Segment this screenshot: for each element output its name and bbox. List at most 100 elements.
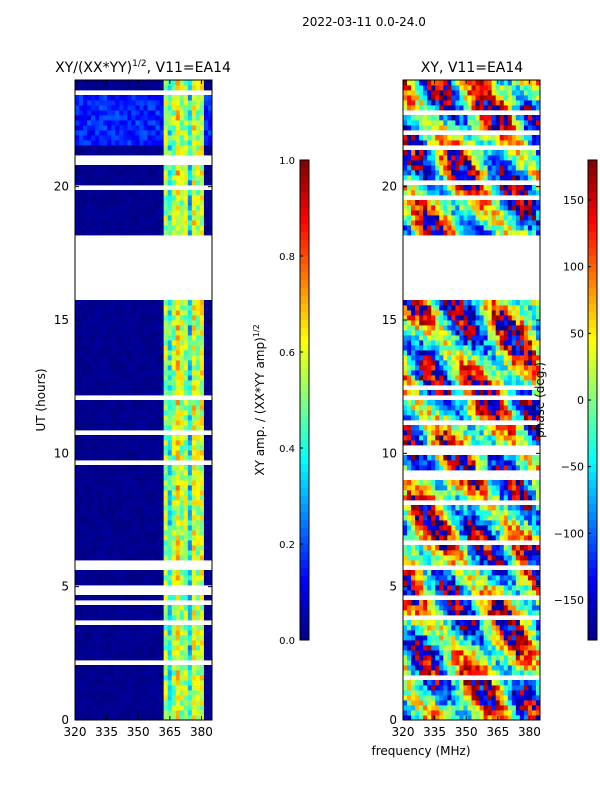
heatmap-cell bbox=[127, 475, 132, 481]
y-tick-label: 20 bbox=[54, 180, 69, 194]
heatmap-cell bbox=[475, 490, 480, 496]
heatmap-cell bbox=[95, 145, 100, 151]
heatmap-cell bbox=[111, 300, 116, 306]
heatmap-cell bbox=[455, 535, 460, 541]
heatmap-cell bbox=[143, 335, 148, 341]
heatmap-cell bbox=[107, 530, 112, 536]
heatmap-cell bbox=[175, 135, 181, 141]
heatmap-cell bbox=[475, 700, 480, 706]
heatmap-cell bbox=[107, 470, 112, 476]
heatmap-cell bbox=[203, 540, 209, 546]
heatmap-cell bbox=[175, 630, 181, 636]
heatmap-cell bbox=[455, 710, 460, 716]
heatmap-cell bbox=[99, 450, 104, 456]
heatmap-cell bbox=[487, 550, 493, 556]
heatmap-cell bbox=[131, 335, 136, 341]
heatmap-cell bbox=[491, 680, 497, 686]
heatmap-cell bbox=[187, 690, 193, 696]
heatmap-cell bbox=[111, 705, 116, 711]
heatmap-cell bbox=[203, 120, 209, 126]
heatmap-cell bbox=[143, 170, 148, 176]
heatmap-cell bbox=[451, 655, 456, 661]
heatmap-cell bbox=[91, 470, 96, 476]
heatmap-cell bbox=[127, 130, 132, 136]
heatmap-cell bbox=[507, 665, 513, 671]
heatmap-cell bbox=[443, 480, 448, 486]
heatmap-cell bbox=[475, 690, 480, 696]
heatmap-cell bbox=[135, 135, 140, 141]
heatmap-cell bbox=[475, 695, 480, 701]
heatmap-cell bbox=[187, 195, 193, 201]
heatmap-cell bbox=[171, 140, 177, 146]
heatmap-cell bbox=[135, 695, 140, 701]
heatmap-cell bbox=[175, 480, 181, 486]
heatmap-cell bbox=[91, 115, 96, 121]
heatmap-cell bbox=[175, 325, 181, 331]
heatmap-cell bbox=[79, 355, 84, 361]
heatmap-cell bbox=[119, 480, 124, 486]
heatmap-cell bbox=[99, 415, 104, 421]
heatmap-cell bbox=[195, 630, 201, 636]
heatmap-cell bbox=[87, 475, 92, 481]
heatmap-cell bbox=[79, 490, 84, 496]
heatmap-cell bbox=[91, 385, 96, 391]
amplitude-title: XY/(XX*YY)1/2, V11=EA14 bbox=[55, 59, 231, 76]
heatmap-cell bbox=[123, 630, 128, 636]
heatmap-cell bbox=[91, 210, 96, 216]
heatmap-cell bbox=[111, 390, 116, 396]
heatmap-cell bbox=[463, 635, 468, 641]
heatmap-cell bbox=[523, 705, 529, 711]
heatmap-cell bbox=[175, 545, 181, 551]
heatmap-cell bbox=[75, 195, 80, 201]
heatmap-cell bbox=[171, 300, 177, 306]
heatmap-cell bbox=[151, 700, 156, 706]
heatmap-cell bbox=[79, 595, 84, 601]
heatmap-cell bbox=[103, 335, 108, 341]
heatmap-cell bbox=[123, 500, 128, 506]
x-tick-label: 380 bbox=[190, 725, 213, 739]
heatmap-cell bbox=[171, 625, 177, 631]
heatmap-cell bbox=[487, 695, 493, 701]
heatmap-cell bbox=[87, 470, 92, 476]
heatmap-cell bbox=[419, 690, 424, 696]
heatmap-cell bbox=[451, 700, 456, 706]
heatmap-cell bbox=[419, 515, 424, 521]
heatmap-cell bbox=[427, 710, 432, 716]
heatmap-cell bbox=[115, 400, 120, 406]
heatmap-cell bbox=[131, 710, 136, 716]
heatmap-cell bbox=[171, 465, 177, 471]
heatmap-cell bbox=[155, 670, 161, 676]
heatmap-cell bbox=[167, 700, 173, 706]
heatmap-cell bbox=[519, 550, 525, 556]
heatmap-cell bbox=[139, 370, 144, 376]
heatmap-cell bbox=[467, 705, 472, 711]
heatmap-cell bbox=[179, 470, 185, 476]
heatmap-cell bbox=[411, 620, 416, 626]
heatmap-cell bbox=[131, 400, 136, 406]
heatmap-cell bbox=[203, 450, 209, 456]
heatmap-cell bbox=[199, 480, 205, 486]
heatmap-cell bbox=[135, 545, 140, 551]
heatmap-cell bbox=[207, 465, 212, 471]
heatmap-cell bbox=[475, 650, 480, 656]
heatmap-cell bbox=[199, 685, 205, 691]
heatmap-cell bbox=[163, 170, 169, 176]
heatmap-cell bbox=[179, 525, 185, 531]
heatmap-cell bbox=[139, 410, 144, 416]
heatmap-cell bbox=[99, 95, 104, 101]
heatmap-cell bbox=[455, 685, 460, 691]
heatmap-cell bbox=[495, 505, 501, 511]
heatmap-cell bbox=[195, 710, 201, 716]
heatmap-cell bbox=[87, 400, 92, 406]
heatmap-cell bbox=[407, 695, 412, 701]
heatmap-cell bbox=[527, 580, 533, 586]
heatmap-cell bbox=[439, 545, 444, 551]
heatmap-cell bbox=[171, 330, 177, 336]
heatmap-cell bbox=[75, 320, 80, 326]
heatmap-cell bbox=[487, 560, 493, 566]
heatmap-cell bbox=[179, 135, 185, 141]
heatmap-cell bbox=[123, 370, 128, 376]
heatmap-cell bbox=[83, 175, 88, 181]
heatmap-cell bbox=[191, 85, 197, 91]
heatmap-cell bbox=[83, 500, 88, 506]
